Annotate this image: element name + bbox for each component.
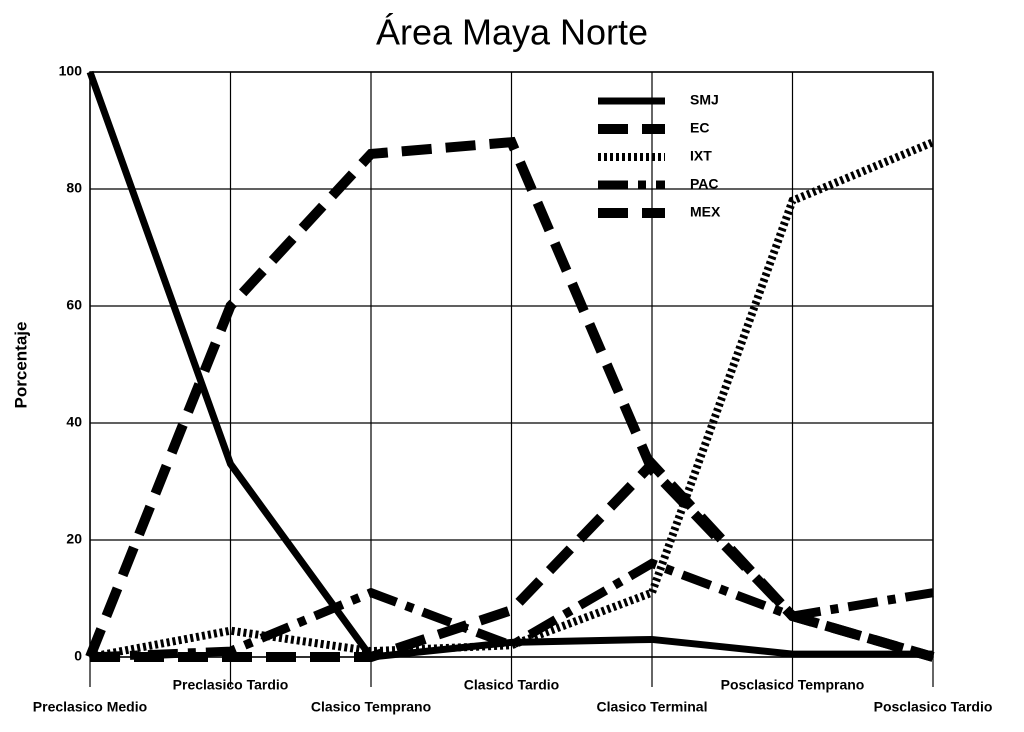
legend: SMJ EC IXT PAC MEX: [598, 92, 721, 220]
legend-label: IXT: [690, 148, 712, 164]
legend-label: PAC: [690, 176, 719, 192]
legend-label: MEX: [690, 204, 721, 220]
y-tick-label: 20: [66, 531, 82, 547]
series-line: [89, 138, 935, 661]
x-tick-label: Clasico Tardio: [464, 677, 559, 693]
x-tick-label: Clasico Temprano: [311, 699, 431, 715]
y-tick-label: 60: [66, 297, 82, 313]
chart-title: Área Maya Norte: [376, 12, 648, 53]
x-tick-label: Clasico Terminal: [596, 699, 707, 715]
legend-label: SMJ: [690, 92, 719, 108]
y-axis-label: Porcentaje: [11, 322, 30, 409]
y-tick-label: 40: [66, 414, 82, 430]
grid: 0 20 40 60 80 100 Preclasico Medio Preclasico T…: [33, 63, 993, 715]
plot: [85, 70, 935, 662]
y-tick-label: 0: [74, 648, 82, 664]
y-tick-label: 100: [59, 63, 83, 79]
x-tick-label: Posclasico Temprano: [721, 677, 865, 693]
x-tick-label: Preclasico Medio: [33, 699, 147, 715]
x-tick-label: Preclasico Tardio: [173, 677, 289, 693]
legend-label: EC: [690, 120, 709, 136]
x-tick-label: Posclasico Tardio: [874, 699, 993, 715]
series-line: [90, 456, 935, 662]
y-tick-label: 80: [66, 180, 82, 196]
